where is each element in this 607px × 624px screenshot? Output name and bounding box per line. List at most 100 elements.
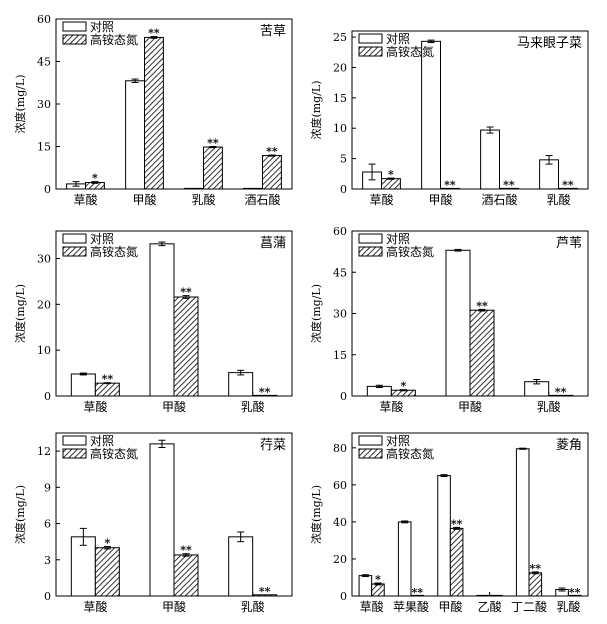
- y-tick-label: 80: [333, 442, 347, 455]
- x-tick-label: 乙酸: [478, 599, 502, 614]
- legend-label-treatment: 高铵态氮: [90, 244, 138, 259]
- bar-treatment: [173, 296, 199, 397]
- bar-control: [445, 249, 471, 397]
- bar-treatment: [469, 309, 495, 397]
- x-tick-label: 甲酸: [438, 599, 462, 614]
- y-tick-label: 0: [44, 183, 51, 196]
- significance-mark: **: [207, 137, 219, 150]
- legend-label-control: 对照: [386, 232, 410, 246]
- y-tick-label: 60: [333, 479, 347, 492]
- y-axis-label: 浓度(mg/L): [13, 485, 27, 544]
- legend-swatch-treatment: [358, 46, 383, 57]
- significance-mark: **: [412, 586, 424, 599]
- x-tick-label: 甲酸: [162, 399, 186, 414]
- chart-panel-2: 0510152025浓度(mg/L)草酸*甲酸**酒石酸**乳酸**马来眼子菜对…: [309, 30, 589, 207]
- bar-treatment: [528, 572, 543, 597]
- y-tick-label: 12: [37, 445, 51, 458]
- y-tick-label: 25: [333, 31, 347, 44]
- bar-control: [149, 243, 175, 397]
- legend-label-treatment: 高铵态氮: [386, 44, 434, 59]
- plot-frame: [351, 30, 589, 190]
- significance-mark: *: [104, 536, 110, 549]
- bar-control: [149, 443, 175, 597]
- y-tick-label: 0: [340, 590, 347, 603]
- bar-control: [476, 594, 491, 597]
- x-tick-label: 丁二酸: [511, 599, 547, 614]
- legend-label-control: 对照: [90, 434, 114, 448]
- y-axis-label: 浓度(mg/L): [309, 485, 323, 544]
- y-tick-label: 60: [37, 13, 51, 26]
- y-axis-label: 浓度(mg/L): [13, 74, 27, 133]
- x-tick-label: 草酸: [379, 399, 403, 414]
- significance-mark: **: [451, 517, 463, 530]
- legend-swatch-control: [358, 33, 383, 44]
- significance-mark: **: [180, 286, 192, 299]
- y-tick-label: 0: [340, 183, 347, 196]
- significance-mark: **: [444, 178, 456, 191]
- y-tick-label: 40: [333, 516, 347, 529]
- bar-control: [184, 187, 204, 190]
- x-tick-label: 乳酸: [546, 192, 570, 207]
- x-tick-label: 乳酸: [537, 399, 561, 414]
- significance-mark: **: [569, 586, 581, 599]
- bar-treatment: [499, 187, 519, 190]
- significance-mark: *: [400, 380, 406, 393]
- x-tick-label: 草酸: [83, 599, 107, 614]
- legend-swatch-treatment: [62, 246, 87, 257]
- y-tick-label: 10: [333, 122, 347, 135]
- y-tick-label: 5: [340, 153, 347, 166]
- legend-swatch-treatment: [62, 34, 87, 45]
- y-tick-label: 30: [37, 98, 51, 111]
- bar-treatment: [489, 594, 503, 597]
- significance-mark: **: [555, 386, 567, 399]
- legend-swatch-control: [358, 435, 383, 446]
- legend-swatch-control: [62, 233, 87, 244]
- legend-swatch-control: [62, 435, 87, 446]
- legend-label-control: 对照: [386, 434, 410, 448]
- y-tick-label: 20: [333, 553, 347, 566]
- bar-treatment: [173, 554, 199, 597]
- y-tick-label: 15: [333, 349, 347, 362]
- x-tick-label: 乳酸: [241, 399, 265, 414]
- x-tick-label: 草酸: [73, 192, 97, 207]
- panel-title: 菱角: [556, 438, 582, 453]
- panel-title: 芦苇: [556, 236, 582, 251]
- significance-mark: **: [530, 562, 542, 575]
- significance-mark: **: [148, 27, 160, 40]
- bar-treatment: [252, 594, 278, 597]
- y-tick-label: 45: [333, 266, 347, 279]
- y-axis-label: 浓度(mg/L): [309, 80, 323, 139]
- legend-label-treatment: 高铵态氮: [386, 244, 434, 259]
- y-tick-label: 60: [333, 225, 347, 238]
- x-tick-label: 甲酸: [132, 192, 156, 207]
- bar-treatment: [252, 394, 278, 397]
- panel-title: 菖蒲: [260, 236, 286, 251]
- panel-title: 马来眼子菜: [517, 36, 582, 51]
- y-tick-label: 6: [44, 518, 51, 531]
- bar-treatment: [558, 187, 578, 190]
- legend-swatch-control: [358, 233, 383, 244]
- y-tick-label: 20: [333, 61, 347, 74]
- significance-mark: *: [388, 168, 394, 181]
- bar-treatment: [548, 394, 574, 397]
- bar-control: [358, 575, 373, 597]
- y-tick-label: 30: [37, 253, 51, 266]
- significance-mark: **: [180, 544, 192, 557]
- bar-treatment: [440, 187, 460, 190]
- y-tick-label: 0: [340, 390, 347, 403]
- y-axis-label: 浓度(mg/L): [13, 284, 27, 343]
- y-tick-label: 45: [37, 56, 51, 69]
- bar-treatment: [144, 36, 164, 190]
- x-tick-label: 草酸: [369, 192, 393, 207]
- bar-treatment: [203, 146, 223, 190]
- significance-mark: *: [375, 573, 381, 586]
- significance-mark: **: [259, 585, 271, 598]
- bar-control: [437, 475, 451, 597]
- legend-label-control: 对照: [386, 32, 410, 46]
- significance-mark: **: [266, 145, 278, 158]
